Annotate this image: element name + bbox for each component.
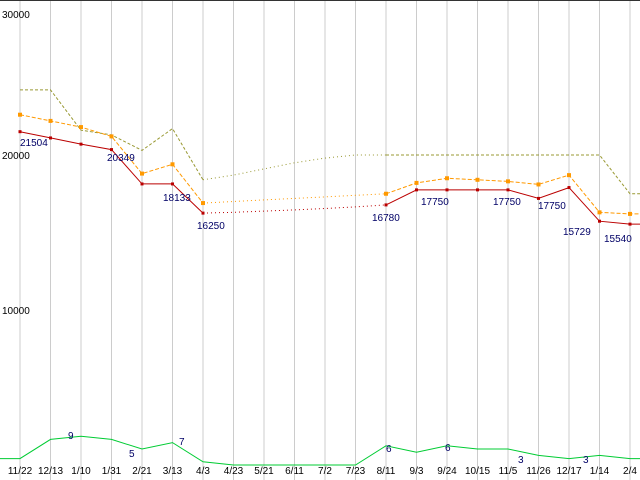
min-price-series — [18, 130, 640, 226]
min-price-marker — [79, 142, 83, 146]
min-price-marker — [445, 188, 449, 192]
min-price-marker — [18, 130, 22, 134]
avg-price-marker — [170, 162, 175, 167]
avg-price-marker — [536, 182, 541, 187]
price-value-label: 18133 — [163, 193, 191, 204]
x-axis-label: 4/3 — [196, 466, 210, 477]
x-axis-label: 12/17 — [556, 466, 581, 477]
avg-price-marker — [140, 171, 144, 176]
x-axis-label: 7/2 — [318, 466, 332, 477]
price-value-label: 17750 — [493, 197, 521, 208]
x-axis-label: 4/23 — [224, 466, 244, 477]
x-axis-label: 1/31 — [102, 466, 122, 477]
min-price-marker — [171, 182, 174, 186]
x-axis-label: 9/24 — [437, 466, 457, 477]
avg-price-marker — [79, 125, 83, 130]
min-price-line — [202, 204, 387, 214]
min-price-marker — [49, 136, 52, 140]
x-axis-label: 5/21 — [254, 466, 274, 477]
item-count-label: 6 — [445, 443, 451, 454]
price-value-label: 16780 — [372, 213, 400, 224]
x-axis-label: 2/4 — [623, 466, 637, 477]
x-axis-label: 9/3 — [410, 466, 424, 477]
avg-price-marker — [48, 118, 53, 123]
price-value-label: 15729 — [563, 227, 591, 238]
item-count-line — [0, 435, 640, 466]
avg-price-marker — [414, 180, 419, 185]
max-price-line — [386, 154, 640, 195]
item-count-label: 7 — [179, 437, 185, 448]
y-axis-label: 10000 — [2, 306, 30, 317]
min-price-marker — [598, 219, 601, 223]
x-axis-label: 11/26 — [526, 466, 551, 477]
x-axis-label: 11/5 — [499, 466, 518, 477]
price-value-label: 17750 — [538, 201, 566, 212]
min-price-marker — [506, 188, 510, 192]
avg-price-marker — [18, 112, 22, 117]
item-count-label: 6 — [386, 444, 392, 455]
x-axis-label: 6/11 — [285, 466, 304, 477]
min-price-line — [385, 187, 640, 225]
y-axis-label: 20000 — [2, 151, 30, 162]
min-price-marker — [415, 188, 418, 192]
avg-price-marker — [597, 210, 602, 215]
x-axis-label: 3/13 — [163, 466, 183, 477]
x-axis-label: 10/15 — [465, 466, 490, 477]
min-price-marker — [110, 148, 113, 152]
x-axis-label: 7/23 — [346, 466, 366, 477]
min-price-marker — [201, 211, 205, 215]
min-price-marker — [384, 203, 388, 207]
avg-price-marker — [445, 176, 449, 181]
avg-price-marker — [109, 134, 114, 139]
x-axis-label: 1/14 — [590, 466, 610, 477]
min-price-marker — [628, 222, 632, 226]
avg-price-marker — [506, 179, 510, 184]
avg-price-marker — [628, 211, 632, 216]
x-axis-label: 1/10 — [71, 466, 91, 477]
price-value-label: 20349 — [107, 153, 135, 164]
min-price-marker — [567, 186, 571, 190]
avg-price-marker — [201, 201, 205, 206]
item-count-label: 9 — [68, 431, 74, 442]
item-count-label: 3 — [518, 455, 524, 466]
x-axis-label: 2/21 — [132, 466, 152, 477]
avg-price-marker — [384, 191, 388, 196]
min-price-marker — [476, 188, 479, 192]
item-count-series — [0, 435, 640, 466]
max-price-series — [20, 89, 640, 195]
x-axis-label: 12/13 — [38, 466, 63, 477]
x-axis-label: 8/11 — [377, 466, 396, 477]
avg-price-line — [202, 193, 387, 204]
avg-price-marker — [567, 173, 571, 178]
min-price-marker — [537, 196, 540, 200]
price-value-label: 15540 — [604, 234, 632, 245]
price-value-label: 16250 — [197, 221, 225, 232]
min-price-marker — [140, 182, 144, 186]
avg-price-line — [385, 174, 640, 215]
item-count-label: 3 — [583, 455, 589, 466]
y-axis-label: 30000 — [2, 10, 30, 21]
x-axis-label: 11/22 — [8, 466, 33, 477]
avg-price-marker — [475, 177, 480, 182]
price-value-label: 21504 — [20, 138, 48, 149]
avg-price-series — [18, 112, 640, 216]
price-value-label: 17750 — [421, 197, 449, 208]
item-count-label: 5 — [129, 449, 135, 460]
